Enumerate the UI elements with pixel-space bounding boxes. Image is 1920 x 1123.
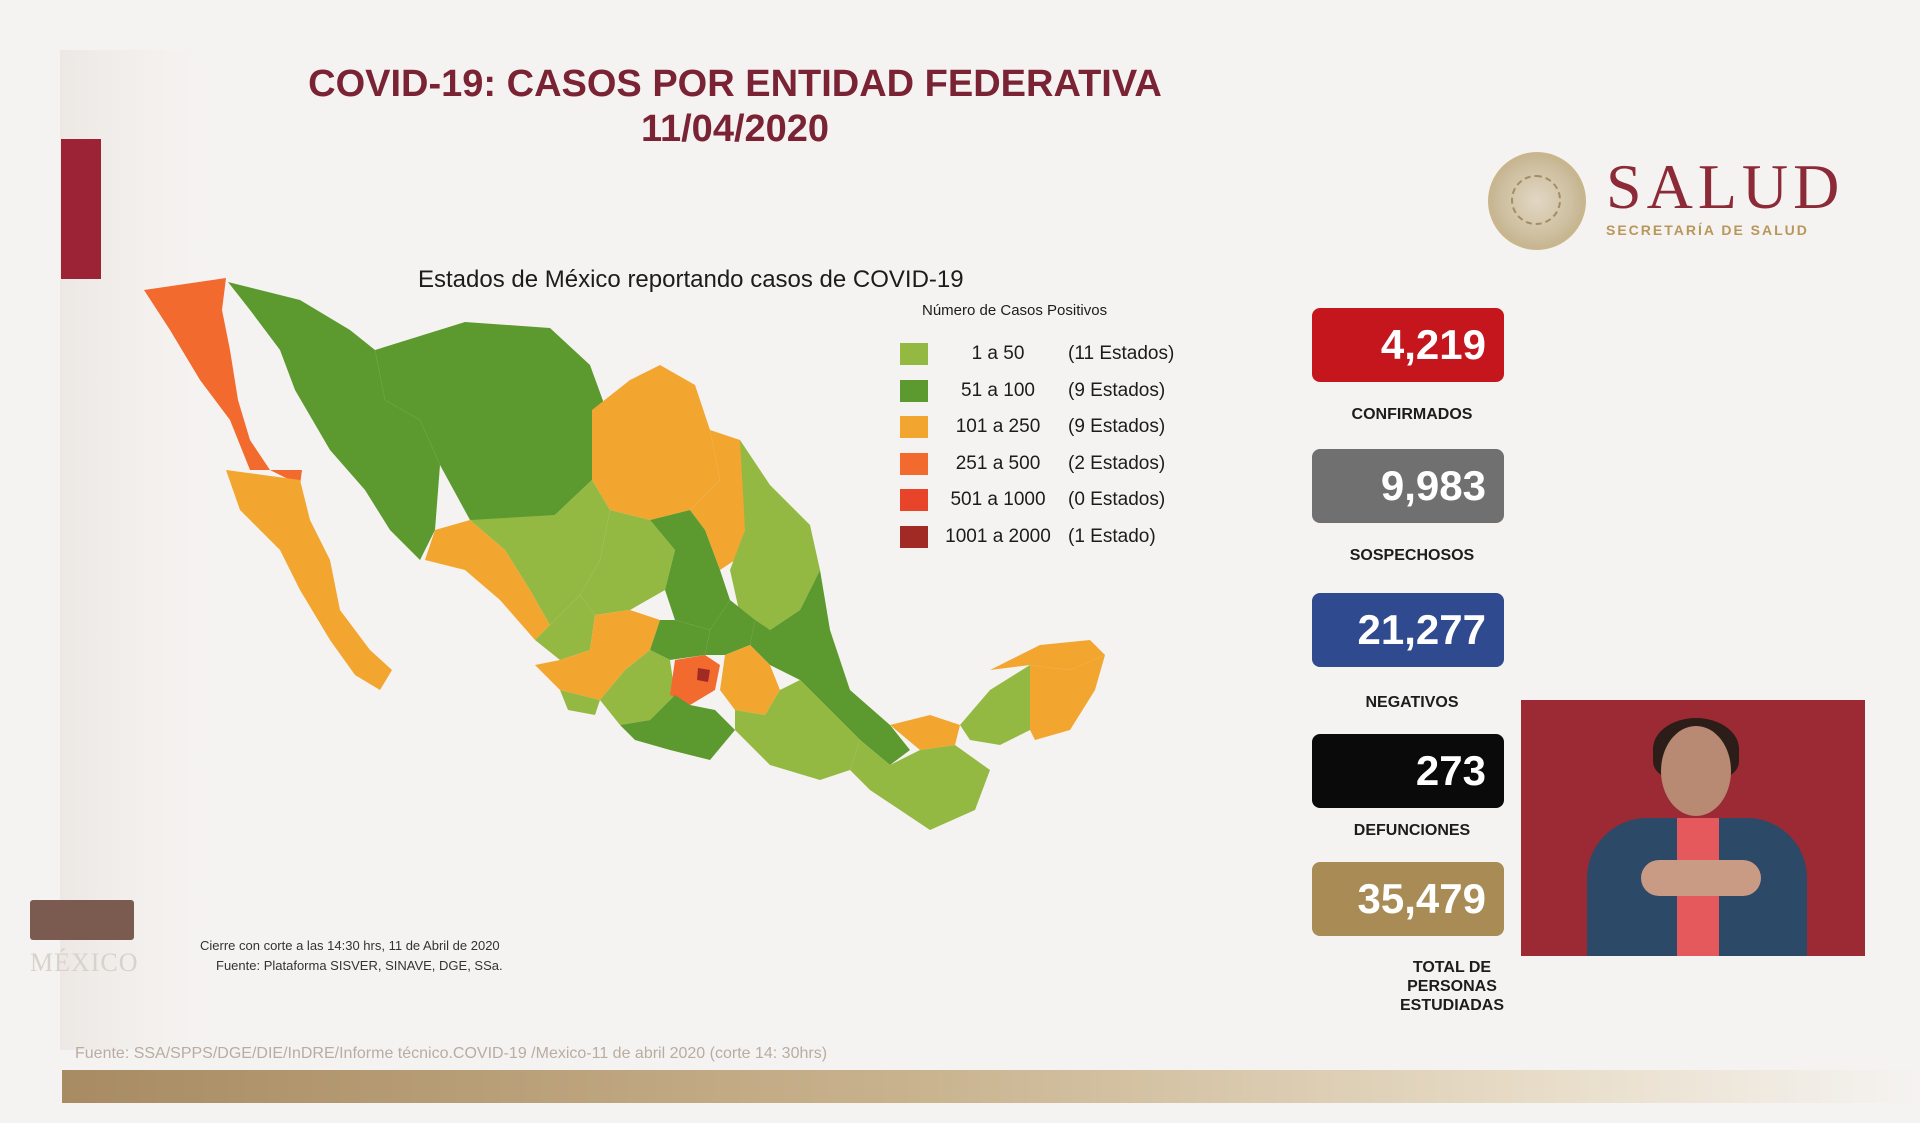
state-mexico	[670, 655, 720, 705]
salud-logo: SALUD SECRETARÍA DE SALUD	[1488, 148, 1868, 250]
legend-item: 251 a 500 (2 Estados)	[900, 446, 1220, 483]
legend-item: 1001 a 2000 (1 Estado)	[900, 519, 1220, 556]
legend-range: 101 a 250	[955, 416, 1041, 438]
state-baja-california-sur	[226, 470, 392, 690]
state-coahuila	[592, 365, 720, 520]
legend-count: (11 Estados)	[1068, 343, 1175, 365]
state-nayarit	[535, 595, 595, 660]
state-campeche	[960, 665, 1030, 745]
state-chiapas	[850, 740, 990, 830]
note-cutoff: Cierre con corte a las 14:30 hrs, 11 de …	[200, 938, 500, 953]
legend-count: (1 Estado)	[1068, 525, 1156, 547]
logo-subtitle: SECRETARÍA DE SALUD	[1606, 222, 1809, 238]
state-durango	[470, 480, 610, 625]
state-puebla	[720, 645, 780, 715]
legend-range: 51 a 100	[961, 379, 1035, 401]
legend-title: Número de Casos Positivos	[922, 302, 1108, 319]
mexico-map	[144, 278, 1105, 830]
legend-swatch	[900, 379, 928, 402]
stat-label: CONFIRMADOS	[1351, 406, 1473, 423]
state-veracruz	[750, 570, 910, 765]
state-san-luis-potosi	[650, 510, 730, 630]
state-sinaloa	[425, 520, 550, 640]
legend-count: (9 Estados)	[1068, 416, 1166, 438]
coat-of-arms-icon	[1488, 152, 1586, 250]
page-title: COVID-19: CASOS POR ENTIDAD FEDERATIVA 1…	[220, 62, 1250, 152]
stat-value-sospechosos: 9,983	[1312, 449, 1504, 523]
stat-label: TOTAL DE PERSONAS ESTUDIADAS	[1399, 959, 1504, 1014]
state-chihuahua	[375, 322, 610, 530]
stat-label: NEGATIVOS	[1365, 694, 1459, 711]
state-baja-california	[144, 278, 302, 485]
legend: 1 a 50 (11 Estados) 51 a 100 (9 Estados) 101…	[900, 336, 1220, 555]
title-line-2: 11/04/2020	[640, 108, 830, 150]
state-hidalgo	[705, 600, 755, 655]
legend-item: 1 a 50 (11 Estados)	[900, 336, 1220, 373]
state-tamaulipas	[730, 440, 820, 630]
legend-range: 1 a 50	[971, 343, 1025, 365]
legend-count: (0 Estados)	[1068, 489, 1166, 511]
legend-item: 101 a 250 (9 Estados)	[900, 409, 1220, 446]
state-sonora	[228, 282, 440, 560]
stat-value-defunciones: 273	[1312, 734, 1504, 808]
state-cdmx	[697, 668, 710, 682]
state-quintana-roo	[1030, 655, 1105, 740]
legend-item: 501 a 1000 (0 Estados)	[900, 482, 1220, 519]
stat-value-total: 35,479	[1312, 862, 1504, 936]
state-guerrero	[620, 695, 735, 760]
legend-item: 51 a 100 (9 Estados)	[900, 373, 1220, 410]
legend-count: (9 Estados)	[1068, 379, 1166, 401]
sign-language-interpreter-video	[1521, 700, 1865, 956]
legend-count: (2 Estados)	[1068, 452, 1166, 474]
legend-range: 251 a 500	[955, 452, 1041, 474]
legend-range: 501 a 1000	[950, 489, 1046, 511]
stat-value-negativos: 21,277	[1312, 593, 1504, 667]
legend-swatch	[900, 452, 928, 475]
state-zacatecas	[580, 510, 675, 615]
state-yucatan	[990, 640, 1105, 670]
state-oaxaca	[735, 680, 860, 780]
stat-label: SOSPECHOSOS	[1349, 547, 1475, 564]
state-colima	[560, 690, 600, 715]
title-line-1: COVID-19: CASOS POR ENTIDAD FEDERATIVA	[308, 63, 1162, 105]
gobierno-mexico-logo: MÉXICO	[30, 900, 140, 1000]
heroes-logo-icon	[30, 900, 134, 940]
state-michoacan	[600, 650, 675, 725]
legend-range: 1001 a 2000	[945, 525, 1051, 547]
state-tabasco	[890, 715, 960, 750]
legend-swatch	[900, 489, 928, 512]
map-title: Estados de México reportando casos de CO…	[418, 266, 964, 293]
interpreter-head	[1661, 726, 1731, 816]
accent-bar	[61, 139, 101, 279]
logo-word: SALUD	[1606, 151, 1845, 222]
source-note: Fuente: SSA/SPPS/DGE/DIE/InDRE/Informe t…	[75, 1045, 828, 1062]
map-note: Cierre con corte a las 14:30 hrs, 11 de …	[200, 936, 503, 976]
note-source: Fuente: Plataforma SISVER, SINAVE, DGE, …	[216, 958, 503, 973]
state-jalisco	[535, 610, 660, 700]
interpreter-hands	[1641, 860, 1761, 896]
stat-value-confirmados: 4,219	[1312, 308, 1504, 382]
stat-label: DEFUNCIONES	[1353, 822, 1471, 839]
bottom-bar	[62, 1070, 1920, 1103]
legend-swatch	[900, 416, 928, 439]
state-guanajuato	[650, 620, 710, 660]
legend-swatch	[900, 525, 928, 548]
footer-brand: MÉXICO	[30, 948, 139, 977]
state-aguascalientes	[610, 610, 635, 635]
legend-swatch	[900, 343, 928, 366]
